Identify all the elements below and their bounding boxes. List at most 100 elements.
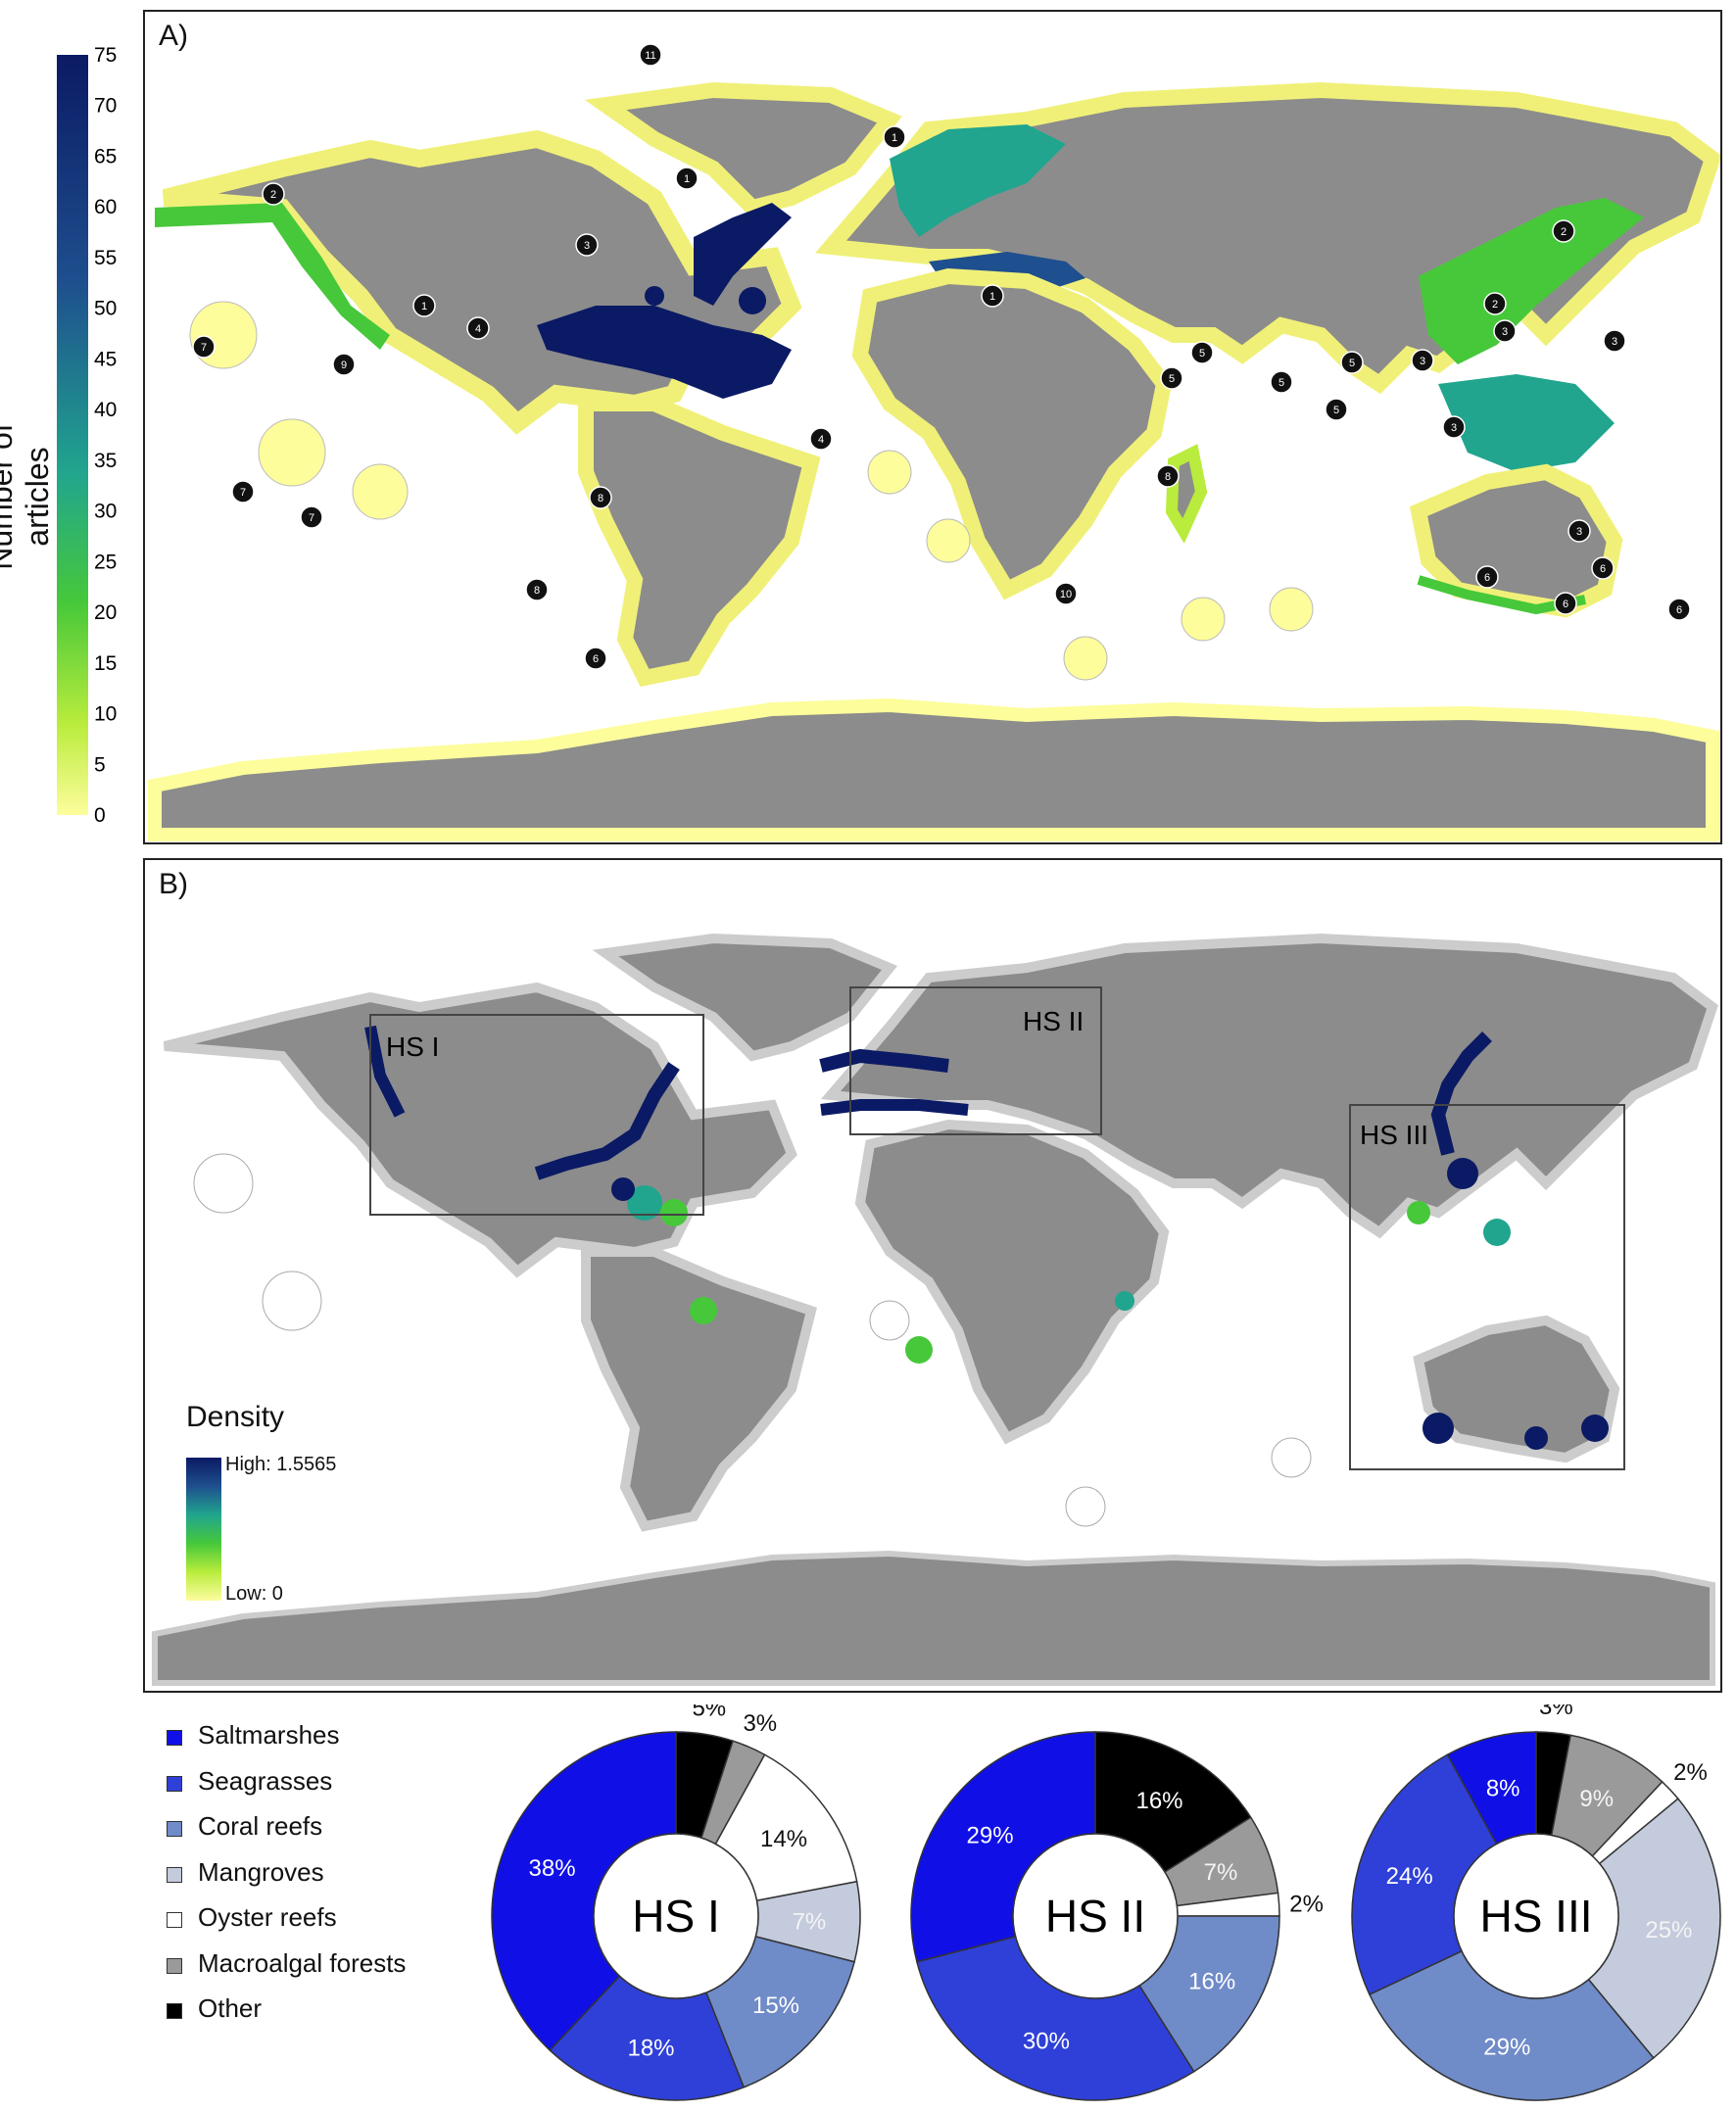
map-b-south-america: [581, 1247, 817, 1532]
map-a-marker-label: 1: [892, 132, 897, 144]
map-a-marker: [1190, 341, 1214, 364]
map-a-marker: [883, 125, 906, 149]
map-a-atlantic-island: [867, 450, 912, 495]
panel-b-label: B): [159, 868, 188, 900]
map-a-marker-label: 3: [1502, 326, 1508, 338]
density-title: Density: [186, 1401, 285, 1433]
donut-center-label: HS II: [1045, 1891, 1145, 1942]
map-a-marker-label: 3: [1420, 356, 1425, 367]
donut-slice-label: 18%: [627, 2036, 674, 2062]
donut-slice-label: 29%: [967, 1823, 1014, 1849]
map-a-marker-label: 6: [1676, 604, 1682, 616]
map-b-antarctica: [152, 1550, 1715, 1686]
map-b-density-spot: [690, 1297, 717, 1324]
colorbar-tick-label: 55: [94, 247, 117, 269]
map-b-density-east-coast: [534, 1062, 680, 1180]
map-a-marker: [1325, 398, 1348, 421]
donut-slice-label: 3%: [743, 1710, 777, 1737]
map-a-africa: [851, 267, 1173, 600]
legend-item: Macroalgal forests: [167, 1944, 480, 1991]
map-b-density-spot: [660, 1199, 688, 1226]
legend-label: Coral reefs: [198, 1811, 323, 1841]
map-b-density-east-asia: [1430, 1032, 1492, 1156]
map-a-east-asia-region: [1419, 198, 1644, 364]
colorbar-gradient: [57, 55, 88, 815]
density-low-label: Low: 0: [225, 1583, 283, 1605]
legend-label: Saltmarshes: [198, 1720, 340, 1750]
map-a-marker: [584, 647, 607, 670]
legend-swatch: [167, 2003, 182, 2019]
map-a-marker-label: 5: [1199, 348, 1205, 360]
density-high-label: High: 1.5565: [225, 1454, 337, 1475]
donut-slice-label: 9%: [1579, 1786, 1614, 1812]
map-a-marker-label: 7: [309, 512, 314, 524]
colorbar-tick-label: 70: [94, 95, 117, 118]
donut-slice-label: 2%: [1289, 1891, 1324, 1917]
donut-slice-label: 7%: [793, 1908, 827, 1935]
map-a-east-coast-hotspot: [694, 203, 792, 306]
map-a-marker: [1567, 519, 1591, 543]
map-a-marker: [1483, 292, 1507, 315]
map-a-marker: [1603, 329, 1626, 353]
colorbar-tick-label: 40: [94, 399, 117, 421]
donut-hole: [593, 1833, 759, 1999]
legend-label: Seagrasses: [198, 1765, 333, 1796]
hotspot-label-hs3: HS III: [1360, 1120, 1428, 1150]
map-a-marker-label: 6: [1484, 572, 1490, 584]
map-b-density-spot: [905, 1336, 933, 1364]
map-a-marker-label: 8: [1165, 471, 1171, 483]
map-a-marker: [412, 294, 436, 317]
colorbar-tick-label: 60: [94, 196, 117, 218]
map-b-density-spot: [1447, 1158, 1478, 1189]
articles-colorbar: Number of articles 75 70 65 60 55 50 45 40 35 30 2…: [0, 39, 143, 842]
map-a-greenland: [584, 81, 902, 216]
colorbar-tick-label: 5: [94, 753, 106, 776]
legend-swatch: [167, 1912, 182, 1928]
panel-a-label: A): [159, 20, 188, 52]
map-a-marker: [262, 182, 285, 206]
legend-label: Other: [198, 1993, 263, 2023]
hotspot-label-hs1: HS I: [386, 1032, 439, 1062]
map-a-marker: [1667, 598, 1691, 621]
map-a-atlantic-island: [926, 518, 971, 563]
map-b-density-spot: [1524, 1426, 1548, 1450]
map-a-marker: [332, 353, 356, 376]
legend-item: Coral reefs: [167, 1807, 480, 1853]
legend-item: Saltmarshes: [167, 1716, 480, 1762]
donut-slice-label: 7%: [1204, 1859, 1238, 1886]
map-b-density-west-coast: [364, 1025, 406, 1118]
panel-a-map: A): [143, 10, 1722, 844]
donut-hole: [1453, 1833, 1619, 1999]
map-a-hotspot-dot: [645, 286, 664, 306]
map-b-density-spot: [627, 1185, 662, 1221]
map-b-ocean-region: [193, 1153, 254, 1214]
map-a-marker-label: 5: [1333, 405, 1339, 416]
habitat-donut-charts: 5% 3% 14% 7% 15% 18% 38% HS I 16% 7% 2% 16% 30% 29% HS…: [491, 1704, 1721, 2101]
map-a-marker-label: 2: [270, 189, 276, 201]
colorbar-tick-label: 50: [94, 298, 117, 320]
legend-item: Oyster reefs: [167, 1898, 480, 1944]
colorbar-tick-label: 30: [94, 501, 117, 523]
donut-slice-label: 24%: [1386, 1863, 1433, 1890]
map-a-marker: [981, 284, 1004, 308]
colorbar-tick-label: 20: [94, 601, 117, 624]
map-b-north-america: [163, 982, 797, 1278]
colorbar-tick-label: 15: [94, 652, 117, 675]
donut-slice-label: 3%: [1539, 1704, 1573, 1720]
legend-label: Macroalgal forests: [198, 1947, 407, 1978]
map-a-marker-label: 6: [1563, 599, 1568, 610]
map-a-marker-label: 3: [1451, 422, 1457, 434]
map-a-marker-label: 10: [1060, 589, 1072, 600]
map-a-marker: [1442, 415, 1466, 439]
map-a-marker: [1475, 565, 1499, 589]
hotspot-box-hs3: [1349, 1104, 1625, 1470]
map-b-africa: [854, 1119, 1170, 1445]
map-a-marker: [675, 167, 699, 190]
legend-item: Other: [167, 1990, 480, 2036]
map-a-marker-label: 4: [475, 323, 481, 335]
map-a-marker-label: 3: [1576, 526, 1582, 538]
map-a-marker: [525, 578, 549, 601]
donut-slice-label: 16%: [1188, 1969, 1235, 1995]
map-b-density-spot: [1483, 1219, 1511, 1246]
